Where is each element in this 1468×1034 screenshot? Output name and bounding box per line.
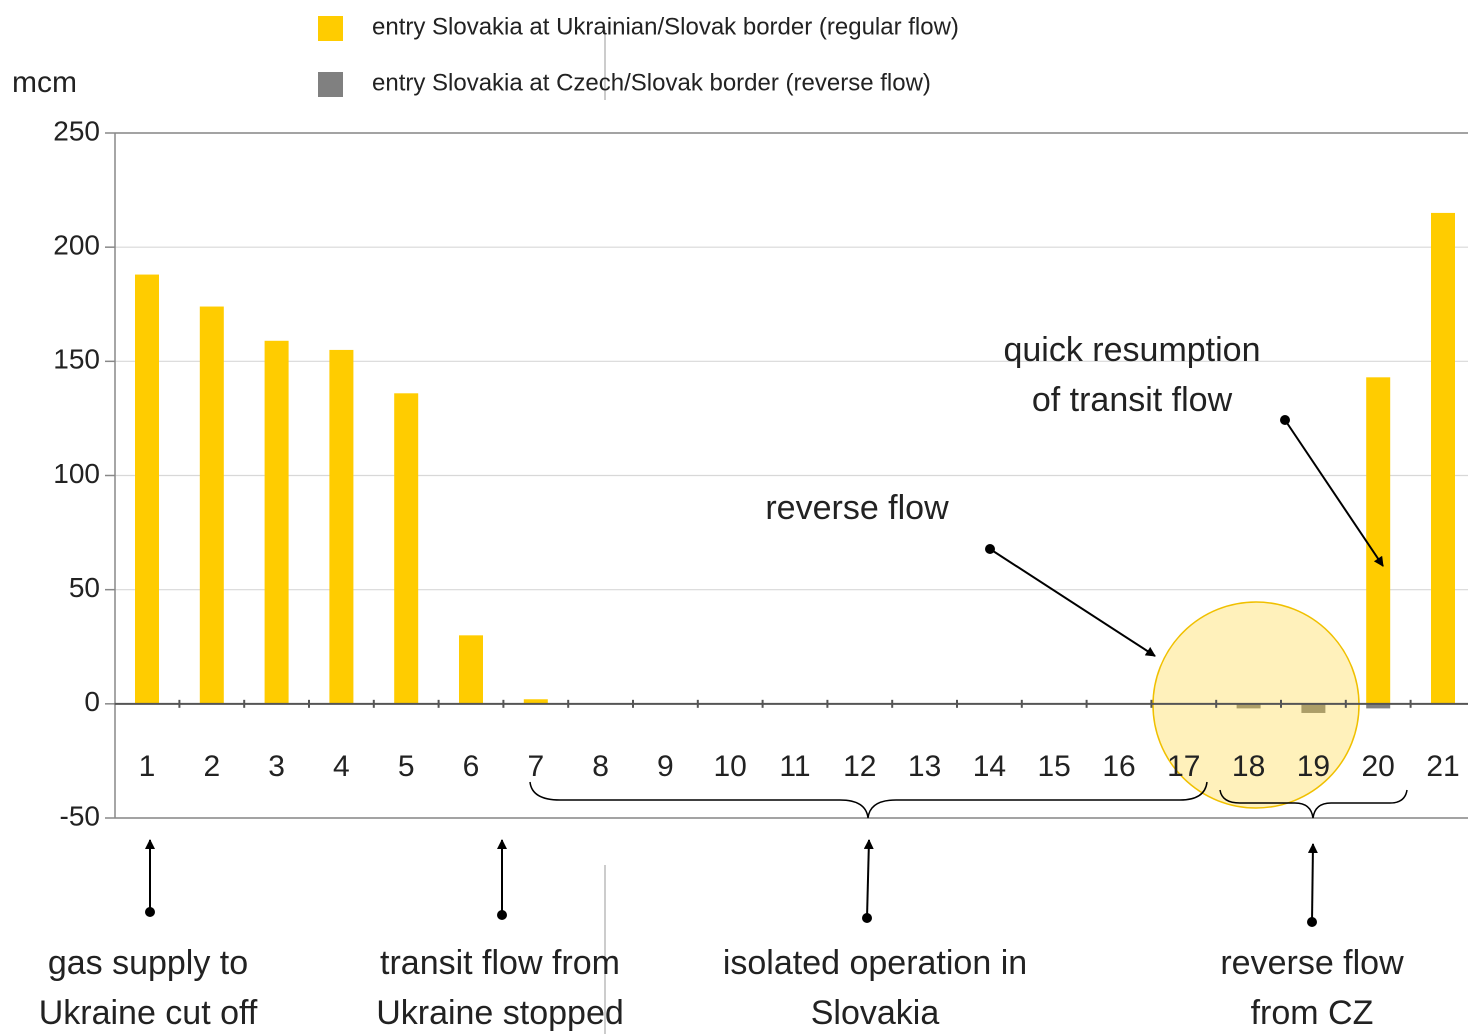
x-tick-label: 1 [139, 750, 156, 783]
highlight-circle [1152, 601, 1360, 809]
y-tick-label: 50 [69, 572, 100, 603]
brace [529, 781, 1208, 819]
x-tick-label: 13 [908, 750, 941, 783]
bar [1236, 703, 1261, 709]
arrow [989, 548, 1156, 657]
x-tick-label: 18 [1232, 750, 1265, 783]
annotation: Ukraine cut off [39, 994, 258, 1032]
bars [135, 212, 1455, 713]
legend-label: entry Slovakia at Czech/Slovak border (r… [372, 69, 931, 96]
annotation: gas supply to [48, 944, 248, 982]
annotation: reverse flow [765, 489, 949, 527]
y-tick-label: 200 [53, 230, 100, 261]
bar [394, 393, 419, 704]
bar [1366, 703, 1391, 709]
legend-swatch [318, 16, 343, 41]
annotation: transit flow from [380, 944, 620, 982]
y-axis-label: mcm [12, 66, 77, 99]
bar [1366, 377, 1391, 704]
arrow [863, 839, 874, 919]
x-tick-label: 8 [592, 750, 609, 783]
bar [1431, 212, 1455, 704]
annotation: reverse flow [1220, 944, 1404, 982]
x-tick-label: 20 [1362, 750, 1395, 783]
y-tick-label: 250 [53, 115, 100, 146]
bar [264, 340, 289, 704]
x-tick-label: 4 [333, 750, 350, 783]
x-tick-label: 16 [1102, 750, 1135, 783]
dot [1280, 415, 1290, 425]
dot [862, 913, 872, 923]
bar [135, 274, 159, 704]
x-tick-label: 2 [203, 750, 220, 783]
bar [329, 349, 354, 704]
y-tick-label: -50 [60, 800, 100, 831]
arrow-dots [145, 415, 1317, 927]
dot [1307, 917, 1317, 927]
arrows [145, 419, 1384, 923]
x-tick-label: 7 [527, 750, 544, 783]
arrow [1284, 419, 1384, 567]
dot [145, 907, 155, 917]
bar [1301, 703, 1326, 713]
arrow [1307, 843, 1318, 923]
legend-swatch [318, 72, 343, 97]
x-tick-label: 15 [1038, 750, 1071, 783]
annotation: from CZ [1251, 994, 1374, 1032]
dot [985, 544, 995, 554]
x-tick-label: 10 [714, 750, 747, 783]
annotation: Ukraine stopped [376, 994, 624, 1032]
x-tick-label: 11 [779, 750, 810, 783]
x-tick-label: 19 [1297, 750, 1330, 783]
bar [523, 699, 548, 704]
x-tick-label: 9 [657, 750, 674, 783]
x-tick-label: 6 [463, 750, 480, 783]
bar [459, 635, 483, 704]
bar [199, 306, 224, 704]
x-tick-label: 12 [843, 750, 876, 783]
annotation: of transit flow [1032, 381, 1233, 419]
brace [1219, 789, 1408, 819]
x-tick-label: 17 [1167, 750, 1200, 783]
x-tick-label: 21 [1426, 750, 1459, 783]
annotation: isolated operation in [723, 944, 1027, 982]
x-tick-label: 3 [268, 750, 285, 783]
x-tick-label: 14 [973, 750, 1006, 783]
dot [497, 910, 507, 920]
annotation: quick resumption [1003, 331, 1260, 369]
x-tick-label: 5 [398, 750, 415, 783]
y-tick-label: 100 [53, 458, 100, 489]
annotation: Slovakia [811, 994, 940, 1032]
legend-label: entry Slovakia at Ukrainian/Slovak borde… [372, 13, 959, 40]
y-tick-label: 0 [84, 686, 100, 717]
y-tick-label: 150 [53, 344, 100, 375]
